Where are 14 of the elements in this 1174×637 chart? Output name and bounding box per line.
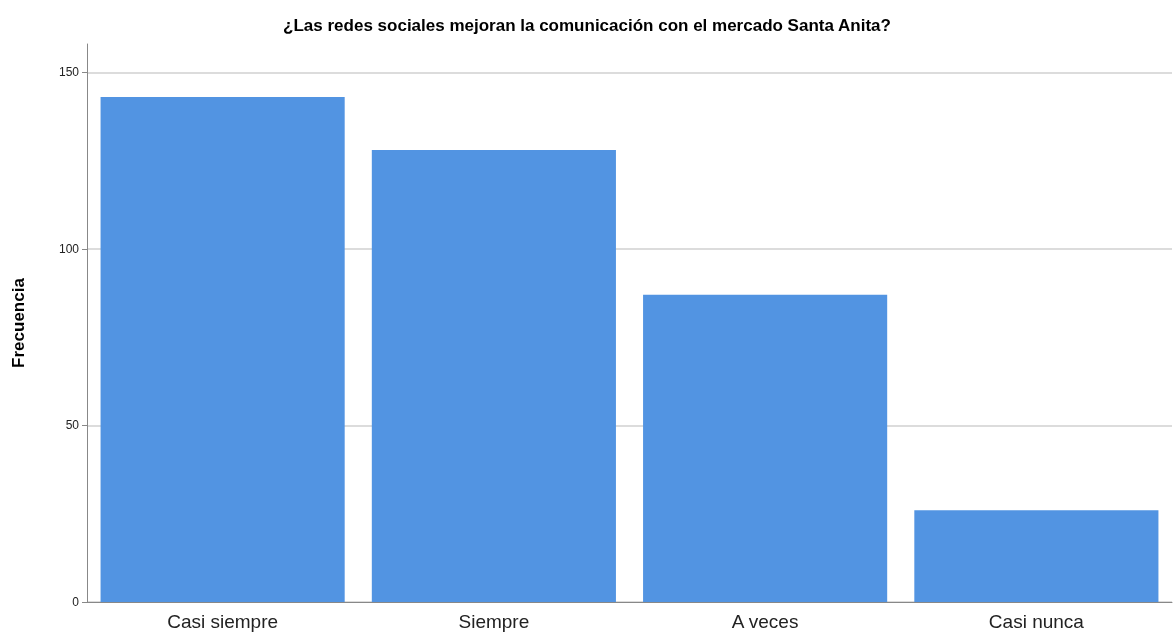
bar bbox=[643, 294, 888, 602]
bar bbox=[914, 510, 1159, 602]
y-axis-title: Frecuencia bbox=[9, 277, 28, 368]
y-tick-label: 0 bbox=[72, 595, 80, 609]
x-tick-label: Casi siempre bbox=[167, 611, 279, 632]
bar bbox=[100, 96, 345, 602]
bar bbox=[371, 149, 616, 602]
x-tick-label: Siempre bbox=[458, 611, 530, 632]
chart-title: ¿Las redes sociales mejoran la comunicación con el mercado Santa Anita? bbox=[283, 16, 891, 35]
y-tick-label: 50 bbox=[65, 418, 80, 433]
x-tick-label: Casi nunca bbox=[988, 611, 1085, 632]
x-tick-label: A veces bbox=[731, 611, 799, 632]
y-tick-label: 150 bbox=[58, 65, 80, 80]
y-tick-label: 100 bbox=[58, 241, 80, 256]
